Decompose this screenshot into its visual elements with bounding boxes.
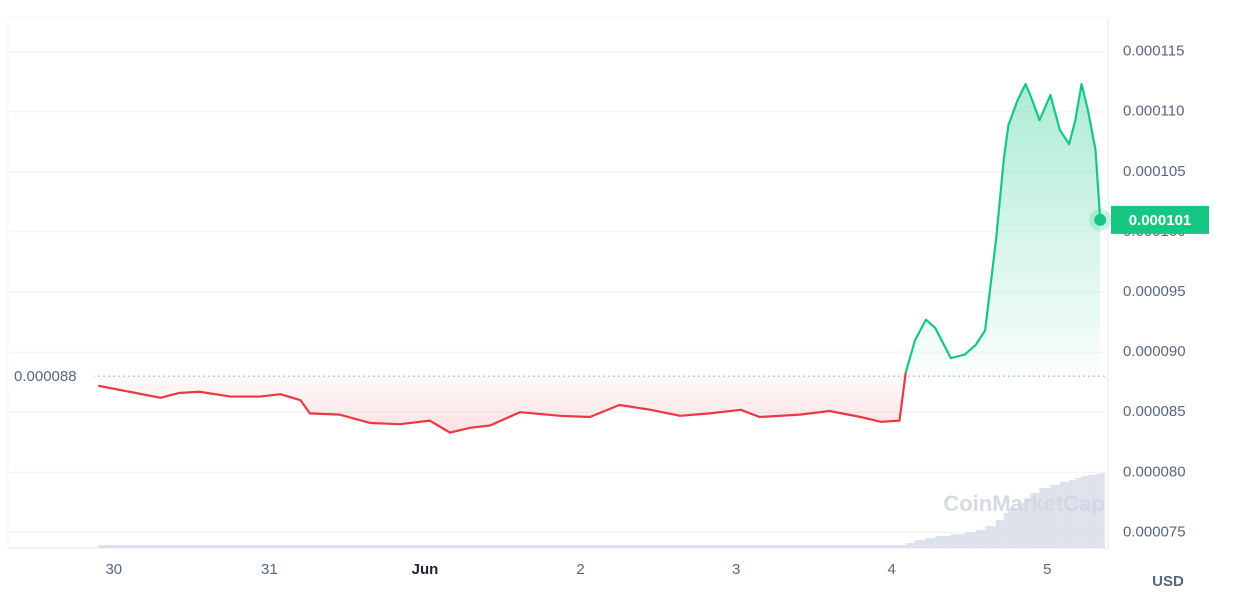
- volume-bar: [799, 545, 830, 548]
- y-tick-label: 0.000085: [1123, 403, 1186, 420]
- volume-bar: [619, 545, 651, 548]
- volume-bar: [199, 545, 231, 548]
- volume-bar: [560, 545, 590, 548]
- volume-bar: [709, 545, 741, 548]
- volume-bar: [1030, 493, 1040, 548]
- x-tick-label: Jun: [412, 561, 439, 578]
- volume-bar: [1008, 508, 1018, 548]
- volume-bar: [899, 545, 906, 548]
- currency-label: USD: [1152, 573, 1184, 590]
- area-fill: [98, 372, 906, 433]
- x-tick-label: 31: [261, 561, 278, 578]
- volume-bar: [370, 545, 401, 548]
- volume-bar: [1075, 478, 1082, 548]
- y-tick-label: 0.000075: [1123, 523, 1186, 540]
- volume-bar: [470, 545, 491, 548]
- volume-bar: [1039, 488, 1051, 548]
- volume-bar: [160, 545, 180, 548]
- y-tick-label: 0.000080: [1123, 463, 1186, 480]
- volume-bar: [1017, 503, 1026, 548]
- current-dot: [1094, 213, 1107, 226]
- price-line: [98, 372, 907, 434]
- volume-bar: [519, 545, 561, 548]
- x-tick-label: 30: [105, 561, 122, 578]
- current-price-bg: [1111, 205, 1209, 234]
- x-tick-label: 3: [732, 561, 740, 578]
- volume-bar: [339, 545, 371, 548]
- volume-bar: [975, 530, 986, 548]
- price-line: [904, 82, 1102, 373]
- volume-bar: [309, 545, 340, 548]
- x-tick-label: 5: [1043, 561, 1051, 578]
- volume-bar: [1025, 498, 1031, 548]
- volume-bar: [589, 545, 620, 548]
- volume-bar: [129, 545, 161, 548]
- plot: 0.000075 0.000080 0.000085 0.000090 0.000095…: [7, 17, 1209, 578]
- y-tick-label: 0.000095: [1123, 283, 1186, 300]
- volume-bar: [829, 545, 861, 548]
- volume-bar: [995, 520, 1004, 548]
- volume-bar: [230, 545, 261, 548]
- volume-bar: [449, 545, 471, 548]
- volume-bar: [1050, 485, 1060, 548]
- volume-bar: [1100, 473, 1105, 548]
- volume-bar: [650, 545, 681, 548]
- volume-bar: [759, 545, 800, 548]
- reference-label: 0.000088: [14, 368, 77, 385]
- volume-bar: [490, 545, 520, 548]
- area-fill: [905, 84, 1101, 377]
- volume-bar: [1087, 475, 1096, 548]
- volume-bar: [935, 536, 951, 548]
- volume-bar: [915, 540, 926, 548]
- volume-bar: [1095, 474, 1101, 548]
- volume-bar: [429, 545, 450, 548]
- volume-bar: [740, 545, 760, 548]
- volume-bar: [179, 545, 200, 548]
- volume-bar: [964, 532, 976, 548]
- x-tick-label: 2: [576, 561, 584, 578]
- volume-bar: [300, 545, 310, 548]
- volume-bar: [1003, 513, 1009, 548]
- volume-bar: [1069, 480, 1076, 548]
- volume-bar: [880, 545, 900, 548]
- volume-bar: [280, 545, 301, 548]
- y-tick-label: 0.000115: [1123, 43, 1184, 60]
- volume-bar: [260, 545, 281, 548]
- x-tick-label: 4: [888, 561, 896, 578]
- volume-bar: [1059, 482, 1070, 548]
- volume-bar: [400, 545, 430, 548]
- volume-bar: [860, 545, 881, 548]
- y-tick-label: 0.000090: [1123, 343, 1186, 360]
- volume-bar: [985, 526, 996, 548]
- volume-bar: [905, 543, 916, 548]
- volume-bar: [98, 545, 130, 548]
- volume-bar: [950, 534, 965, 548]
- y-tick-label: 0.000110: [1123, 103, 1184, 120]
- reference-label-bg: [8, 364, 94, 387]
- volume-bar: [1081, 476, 1088, 548]
- volume-bar: [680, 545, 710, 548]
- volume-bar: [925, 538, 936, 548]
- current-price-label: 0.000101: [1129, 212, 1192, 229]
- y-tick-label: 0.000105: [1123, 163, 1186, 180]
